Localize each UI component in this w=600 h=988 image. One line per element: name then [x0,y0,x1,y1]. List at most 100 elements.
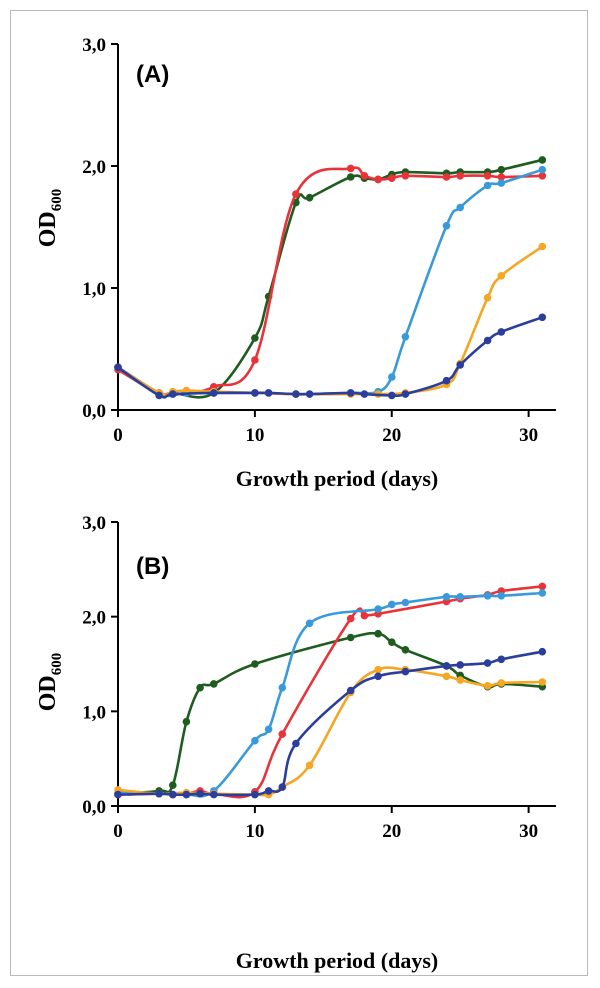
data-point [182,717,191,726]
data-point [305,390,314,398]
data-point [456,172,465,180]
data-point [483,592,492,600]
data-point [497,272,506,280]
data-point [442,672,451,681]
series-line-4 [116,245,544,396]
data-point [346,614,355,623]
y-tick-label: 1,0 [82,279,106,300]
data-point [210,680,218,688]
data-point [538,165,547,174]
series-line-2 [116,166,544,397]
data-point [251,790,259,799]
data-point [251,389,259,397]
data-point [374,629,382,638]
data-point [305,761,314,770]
data-point [456,676,465,684]
panel-label-a: (A) [136,61,169,88]
data-point [292,190,300,198]
data-point [483,172,492,180]
x-tick-label: 30 [519,821,538,842]
x-tick-label: 30 [519,425,538,446]
x-axis-title-a: Growth period (days) [236,466,439,491]
data-point [346,164,355,173]
data-point [360,390,369,398]
data-point [210,790,218,799]
data-point [483,659,492,667]
data-point [538,647,547,656]
data-point [388,174,396,182]
data-point [251,356,259,364]
data-point [497,679,506,687]
x-tick-label: 0 [113,821,123,842]
data-point [374,665,382,674]
data-point [264,725,273,734]
data-point [401,172,410,180]
data-point [169,781,177,789]
data-point [401,667,410,676]
data-point [251,736,259,745]
data-point [346,173,355,181]
data-point [483,682,492,690]
series-line-1 [116,158,544,399]
svg-text:OD600: OD600 [35,189,65,248]
data-point [442,173,451,181]
data-point [264,787,273,795]
x-tick-label: 10 [245,425,264,446]
figure-frame [10,10,588,976]
data-point [169,790,177,799]
data-point [292,390,300,398]
data-point [538,589,547,597]
y-axis-title-main-b: OD [35,675,61,711]
data-point [388,638,396,646]
data-point [388,600,396,609]
data-point [169,390,177,398]
svg-text:OD600: OD600 [35,653,65,712]
series-line-1 [116,631,544,795]
data-point [456,361,465,369]
data-point [497,173,506,181]
series-line-5 [116,650,544,797]
data-point [538,172,547,180]
x-tick-label: 20 [382,821,401,842]
data-point [346,389,355,397]
data-point [442,376,451,385]
data-point [497,592,506,600]
data-point [538,242,547,251]
y-tick-label: 0,0 [82,797,106,818]
data-point [114,363,122,372]
data-point [388,373,396,381]
data-point [538,582,547,591]
data-point [401,598,410,607]
data-point [360,172,369,180]
x-tick-label: 0 [113,425,123,446]
data-point [360,611,369,620]
data-point [442,593,451,601]
y-axis-title-main-a: OD [35,211,61,247]
data-point [251,660,259,668]
chart-b: (B) OD600 Growth period (days) 0 10 20 30 0,… [35,513,556,973]
x-axis-title-b: Growth period (days) [236,948,439,973]
data-point [374,175,382,184]
data-point [483,181,492,190]
chart-a: (A) OD600 Growth period (days) 0 10 20 30 0,… [35,35,556,491]
y-tick-label: 2,0 [82,608,106,629]
data-point [538,313,547,322]
series-line-3 [116,591,544,798]
data-point [155,789,163,798]
data-point [278,730,287,738]
y-tick-label: 0,0 [82,401,106,422]
panel-label-b: (B) [136,553,169,580]
x-tick-label: 20 [382,425,401,446]
series-line-3 [116,168,544,398]
data-point [155,391,163,400]
y-axis-title-b: OD600 [35,653,65,712]
y-tick-label: 3,0 [82,35,106,56]
data-point [497,179,506,187]
y-tick-label: 1,0 [82,702,106,723]
series-line-4 [116,666,544,797]
data-point [374,672,382,681]
data-point [442,662,451,670]
data-point [264,389,273,397]
data-point [538,156,547,164]
data-point [456,593,465,601]
